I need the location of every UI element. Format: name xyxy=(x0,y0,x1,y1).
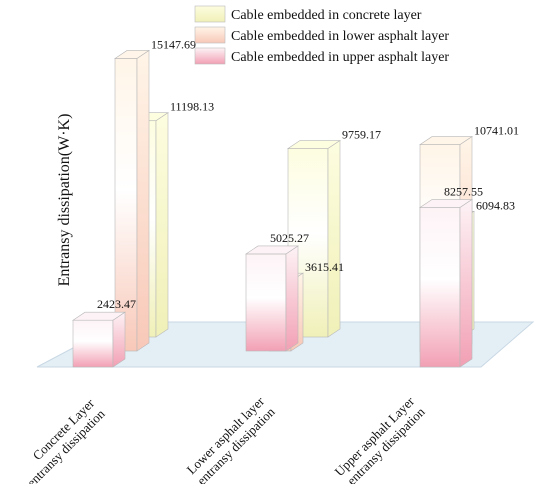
y-axis-label: Entransy dissipation(W·K) xyxy=(56,114,73,287)
value-label: 9759.17 xyxy=(342,128,381,142)
value-label: 6094.83 xyxy=(476,198,515,212)
value-label: 11198.13 xyxy=(170,100,214,114)
bar-side xyxy=(136,49,150,352)
bar-side xyxy=(285,245,299,352)
bar-side xyxy=(327,139,341,338)
value-label: 8257.55 xyxy=(444,185,483,199)
legend-label: Cable embedded in upper asphalt layer xyxy=(231,50,449,65)
bar-1-0 xyxy=(114,49,150,352)
bars-group xyxy=(72,49,475,368)
bar-side xyxy=(459,198,473,368)
bar-front xyxy=(245,253,287,352)
category-labels-group: Concrete Layerentransy dissipation Lower … xyxy=(13,393,428,484)
legend-swatch xyxy=(194,5,226,23)
category-label: Upper asphalt Layerentransy dissipation xyxy=(331,393,428,484)
legend-item: Cable embedded in lower asphalt layer xyxy=(194,26,449,44)
value-label: 15147.69 xyxy=(151,37,196,51)
bar-side xyxy=(155,112,169,338)
bar-front xyxy=(72,319,114,368)
legend-item: Cable embedded in upper asphalt layer xyxy=(194,47,449,65)
bar-2-2 xyxy=(419,198,473,368)
legend-swatch xyxy=(194,47,226,65)
category-label: Concrete Layerentransy dissipation xyxy=(13,395,108,484)
value-label: 2423.47 xyxy=(97,297,136,311)
legend: Cable embedded in concrete layer Cable em… xyxy=(194,5,449,65)
value-labels-group: 11198.13 9759.17 6094.83 15147.69 3615.41 107… xyxy=(97,37,519,311)
value-label: 10741.01 xyxy=(474,124,519,138)
bar-side xyxy=(112,311,126,368)
legend-item: Cable embedded in concrete layer xyxy=(194,5,422,23)
legend-swatch xyxy=(194,26,226,44)
category-label: Lower asphalt layerentransy dissipation xyxy=(183,393,278,484)
bar-2-0 xyxy=(72,311,126,368)
value-label: 3615.41 xyxy=(305,260,344,274)
legend-label: Cable embedded in lower asphalt layer xyxy=(231,29,449,44)
bar-2-1 xyxy=(245,245,299,352)
value-label: 5025.27 xyxy=(270,231,309,245)
bar-front xyxy=(419,207,461,368)
legend-label: Cable embedded in concrete layer xyxy=(231,8,422,23)
